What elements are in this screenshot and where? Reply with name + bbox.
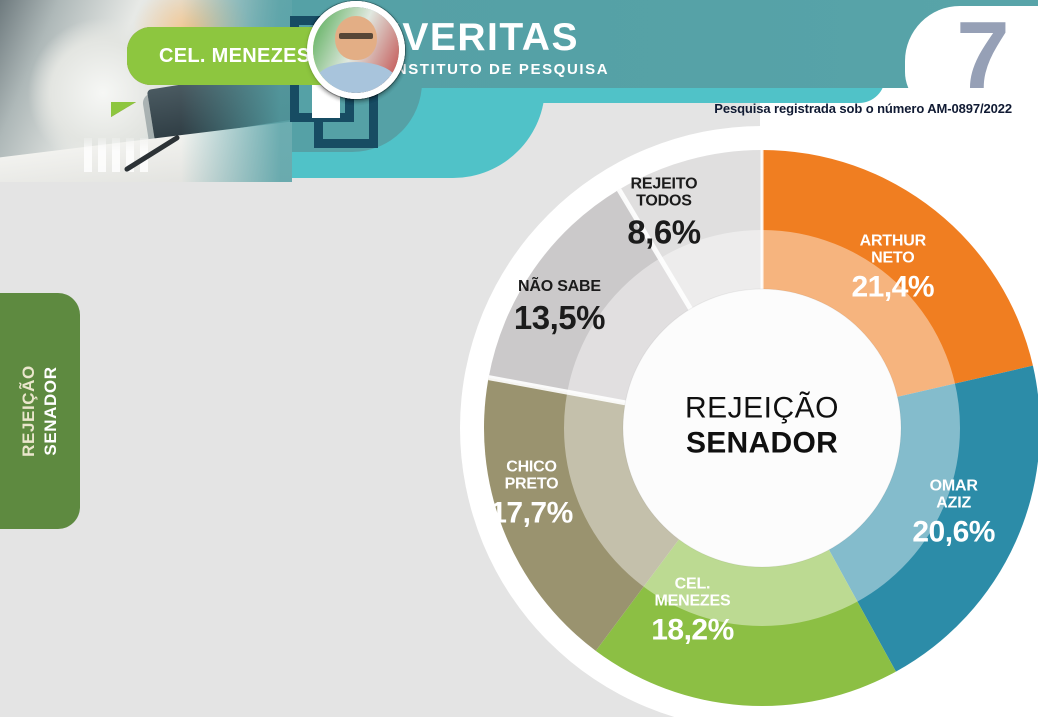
- donut-slice-cel-menezes: [595, 428, 896, 707]
- photo-glasses: [338, 32, 374, 39]
- section-tab-text: REJEIÇÃO SENADOR: [18, 301, 62, 521]
- registration-note: Pesquisa registrada sob o número AM-0897…: [714, 101, 1012, 116]
- page-number: 7: [956, 2, 1010, 109]
- page-number-leaf: [905, 6, 1038, 112]
- iveritas-logo-text: IVERITAS INSTITUTO DE PESQUISA: [390, 18, 609, 78]
- rejection-donut-chart: [460, 126, 1038, 717]
- section-tab-line1: REJEIÇÃO: [18, 365, 38, 457]
- photo-shoulders: [314, 62, 398, 93]
- candidate-row-cel-menezes: CEL. MENEZES: [108, 0, 418, 117]
- candidate-photo: [313, 7, 399, 93]
- logo-subtitle: INSTITUTO DE PESQUISA: [390, 61, 610, 78]
- logo-title: IVERITAS: [390, 16, 579, 59]
- candidate-photo-frame: [307, 1, 405, 99]
- section-tab-rejeicao-senador: REJEIÇÃO SENADOR: [0, 293, 80, 529]
- section-tab-line2: SENADOR: [41, 366, 60, 456]
